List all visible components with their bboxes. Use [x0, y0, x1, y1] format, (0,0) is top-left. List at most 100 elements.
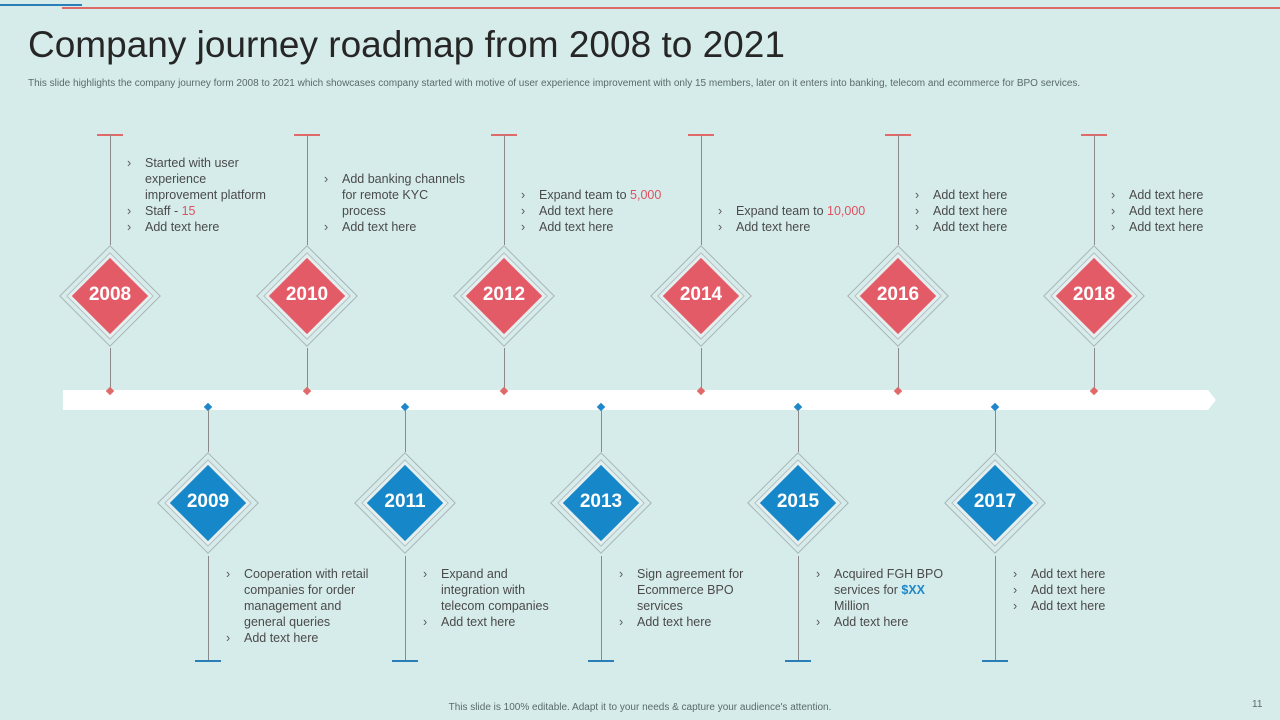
bullet-text: Add text here — [1031, 599, 1106, 613]
year-label: 2016 — [876, 284, 920, 305]
bullet-item: Add text here — [814, 614, 962, 630]
milestone-bullets: Expand team to 10,000Add text here — [716, 203, 866, 235]
bullet-item: Add text here — [519, 203, 669, 219]
milestone-stem — [208, 410, 209, 452]
milestone-stem — [110, 348, 111, 390]
year-label: 2009 — [186, 491, 230, 512]
milestone-cap — [392, 660, 418, 662]
slide-subtitle: This slide highlights the company journe… — [28, 78, 1081, 89]
bullet-text: Add text here — [1031, 583, 1106, 597]
milestone-stem — [601, 556, 602, 660]
bullet-text: Add text here — [1129, 204, 1204, 218]
milestone-cap — [982, 660, 1008, 662]
bullet-text: Add text here — [342, 220, 417, 234]
year-label: 2011 — [384, 491, 426, 512]
milestone-bullets: Add text here Add text here Add text here — [913, 187, 1063, 235]
milestone-bullets: Add text here Add text here Add text here — [1011, 566, 1159, 614]
bullet-item: Add text here — [617, 614, 765, 630]
milestone-stem — [405, 556, 406, 660]
bullet-text: Add text here — [933, 204, 1008, 218]
bullet-text: Expand team to — [736, 204, 828, 218]
bullet-text: Add text here — [637, 615, 712, 629]
bullet-item: Add text here — [716, 219, 866, 235]
milestone-stem — [1094, 135, 1095, 245]
milestone-cap — [588, 660, 614, 662]
milestone-stem — [798, 410, 799, 452]
milestone-stem — [504, 135, 505, 245]
bullet-text: Started with user experience improvement… — [145, 156, 266, 202]
bullet-item: Add text here — [913, 219, 1063, 235]
milestone-stem — [701, 135, 702, 245]
bullet-text: Add text here — [1129, 220, 1204, 234]
bullet-item: Add text here — [421, 614, 569, 630]
milestone-stem — [798, 556, 799, 660]
highlight-value: $XX — [901, 583, 926, 597]
top-accent-line-red — [62, 7, 1280, 9]
bullet-item: Add text here — [322, 219, 472, 235]
bullet-suffix: Million — [834, 599, 870, 613]
milestone-bullets: Cooperation with retail companies for or… — [224, 566, 372, 646]
bullet-item: Add banking channels for remote KYC proc… — [322, 171, 472, 219]
milestone-bullets: Expand team to 5,000Add text hereAdd tex… — [519, 187, 669, 235]
milestone-cap — [195, 660, 221, 662]
milestone-stem — [898, 348, 899, 390]
year-label: 2012 — [482, 284, 526, 305]
milestone-cap — [785, 660, 811, 662]
bullet-item: Expand team to 10,000 — [716, 203, 866, 219]
bullet-item: Add text here — [1011, 598, 1159, 614]
milestone-stem — [601, 410, 602, 452]
milestone-stem — [898, 135, 899, 245]
bullet-item: Expand and integration with telecom comp… — [421, 566, 569, 614]
bullet-text: Staff - — [145, 204, 182, 218]
bullet-text: Sign agreement for Ecommerce BPO service… — [637, 567, 744, 613]
bullet-text: Add banking channels for remote KYC proc… — [342, 172, 466, 218]
milestone-stem — [995, 556, 996, 660]
milestone-stem — [995, 410, 996, 452]
milestone-stem — [701, 348, 702, 390]
timeline-arrow-shape — [63, 390, 1216, 410]
milestone-stem — [110, 135, 111, 245]
bullet-item: Staff - 15 — [125, 203, 275, 219]
year-label: 2013 — [579, 491, 623, 512]
slide-title: Company journey roadmap from 2008 to 202… — [28, 24, 785, 65]
milestone-stem — [504, 348, 505, 390]
page-number: 11 — [1252, 699, 1263, 710]
bullet-item: Sign agreement for Ecommerce BPO service… — [617, 566, 765, 614]
bullet-item: Started with user experience improvement… — [125, 155, 275, 203]
highlight-value: 5,000 — [630, 188, 662, 202]
bullet-item: Cooperation with retail companies for or… — [224, 566, 372, 630]
milestone-stem — [405, 410, 406, 452]
year-label: 2015 — [776, 491, 820, 512]
milestone-stem — [307, 135, 308, 245]
bullet-item: Add text here — [913, 203, 1063, 219]
bullet-text: Add text here — [145, 220, 220, 234]
year-label: 2008 — [88, 284, 132, 305]
bullet-item: Add text here — [913, 187, 1063, 203]
bullet-text: Acquired FGH BPO services for — [834, 567, 944, 597]
bullet-item: Expand team to 5,000 — [519, 187, 669, 203]
milestone-bullets: Expand and integration with telecom comp… — [421, 566, 569, 630]
bullet-text: Add text here — [834, 615, 909, 629]
highlight-value: 10,000 — [827, 204, 866, 218]
bullet-text: Add text here — [244, 631, 319, 645]
bullet-text: Add text here — [539, 220, 614, 234]
bullet-text: Add text here — [1031, 567, 1106, 581]
bullet-text: Add text here — [1129, 188, 1204, 202]
milestone-stem — [1094, 348, 1095, 390]
bullet-text: Expand and integration with telecom comp… — [441, 567, 549, 613]
milestone-stem — [208, 556, 209, 660]
milestone-bullets: Acquired FGH BPO services for $XX Millio… — [814, 566, 962, 630]
bullet-item: Acquired FGH BPO services for $XX Millio… — [814, 566, 962, 614]
bullet-text: Expand team to — [539, 188, 631, 202]
milestone-bullets: Sign agreement for Ecommerce BPO service… — [617, 566, 765, 630]
bullet-item: Add text here — [519, 219, 669, 235]
year-label: 2014 — [679, 284, 723, 305]
footer-note: This slide is 100% editable. Adapt it to… — [448, 702, 832, 713]
milestone-bullets: Started with user experience improvement… — [125, 155, 275, 235]
bullet-item: Add text here — [224, 630, 372, 646]
bullet-item: Add text here — [1109, 187, 1259, 203]
bullet-item: Add text here — [1109, 219, 1259, 235]
milestone-bullets: Add text here Add text here Add text here — [1109, 187, 1259, 235]
top-accent-line-blue — [0, 4, 82, 6]
milestone-stem — [307, 348, 308, 390]
